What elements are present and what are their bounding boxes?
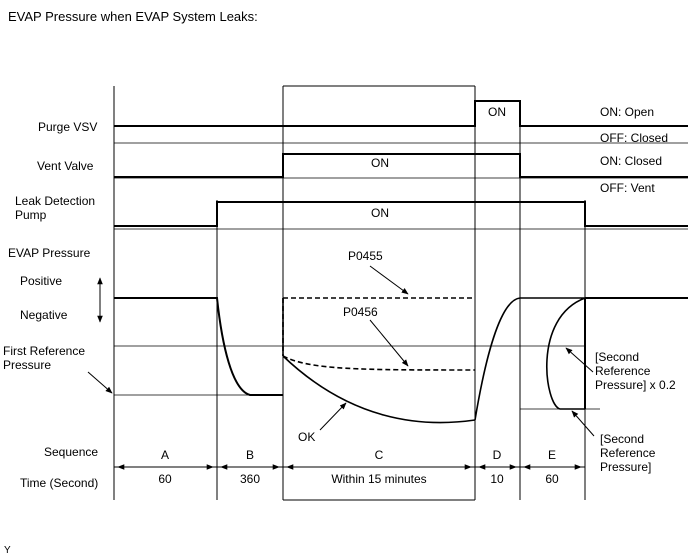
row-labels: Purge VSV Vent Valve Leak Detection Pump… — [3, 120, 98, 490]
vent-valve-label: Vent Valve — [37, 159, 94, 173]
leak-pump-label: Leak Detection — [15, 194, 95, 208]
off-vent-label: OFF: Vent — [600, 181, 655, 195]
vent-valve-signal — [114, 153, 688, 178]
dashed-curves — [282, 297, 476, 371]
pressure-phase-e — [520, 297, 586, 410]
second-ref-label-3: Pressure] — [600, 460, 651, 474]
time-c: Within 15 minutes — [331, 472, 426, 486]
ok-curve — [282, 355, 476, 424]
positive-label: Positive — [20, 274, 62, 288]
on-closed-label: ON: Closed — [600, 154, 662, 168]
second-ref-label-2: Reference — [600, 446, 656, 460]
callout-arrows — [87, 265, 595, 437]
purge-vsv-signal — [114, 100, 688, 127]
phase-boundaries — [113, 85, 586, 501]
second-ref-arrow — [571, 410, 595, 437]
second-ref-x02-label: [Second — [595, 350, 639, 364]
second-ref-x02-arrow — [565, 347, 594, 373]
off-closed-label: OFF: Closed — [600, 131, 668, 145]
leak-pump-label-2: Pump — [15, 208, 47, 222]
evap-pressure-curve — [114, 297, 688, 424]
time-b: 360 — [240, 472, 260, 486]
pressure-phase-a-b — [114, 297, 283, 396]
pressure-reference-lines — [114, 345, 600, 410]
time-e: 60 — [545, 472, 559, 486]
p0455-label: P0455 — [348, 249, 383, 263]
first-ref-arrow — [87, 371, 113, 394]
evap-pressure-label: EVAP Pressure — [8, 246, 91, 260]
diagram-title: EVAP Pressure when EVAP System Leaks: — [8, 9, 258, 24]
sequence-e: E — [548, 448, 556, 462]
sequence-a: A — [161, 448, 169, 462]
p0456-arrow — [369, 319, 409, 367]
footer-label: Y — [4, 545, 11, 556]
sequence-label: Sequence — [44, 445, 98, 459]
second-ref-label: [Second — [600, 432, 644, 446]
p0455-arrow — [369, 265, 409, 295]
time-d: 10 — [490, 472, 504, 486]
leak-pump-signal — [114, 201, 688, 227]
sequence-d: D — [493, 448, 502, 462]
purge-on-label: ON — [488, 105, 506, 119]
sequence-c: C — [375, 448, 384, 462]
first-ref-label-2: Pressure — [3, 358, 51, 372]
on-open-label: ON: Open — [600, 105, 654, 119]
time-label: Time (Second) — [20, 476, 98, 490]
vent-on-label: ON — [371, 156, 389, 170]
time-values: 60 360 Within 15 minutes 10 60 — [158, 472, 559, 486]
purge-vsv-label: Purge VSV — [38, 120, 97, 134]
p0456-curve — [282, 355, 476, 371]
sequence-b: B — [246, 448, 254, 462]
p0456-label: P0456 — [343, 305, 378, 319]
time-a: 60 — [158, 472, 172, 486]
second-ref-x02-label-3: Pressure] x 0.2 — [595, 378, 676, 392]
ok-arrow — [319, 402, 347, 431]
pressure-phase-d — [474, 297, 521, 421]
sequence-letters: A B C D E — [161, 448, 556, 462]
second-ref-x02-label-2: Reference — [595, 364, 651, 378]
first-ref-label: First Reference — [3, 344, 85, 358]
negative-label: Negative — [20, 308, 68, 322]
ok-label: OK — [298, 430, 315, 444]
pump-on-label: ON — [371, 206, 389, 220]
